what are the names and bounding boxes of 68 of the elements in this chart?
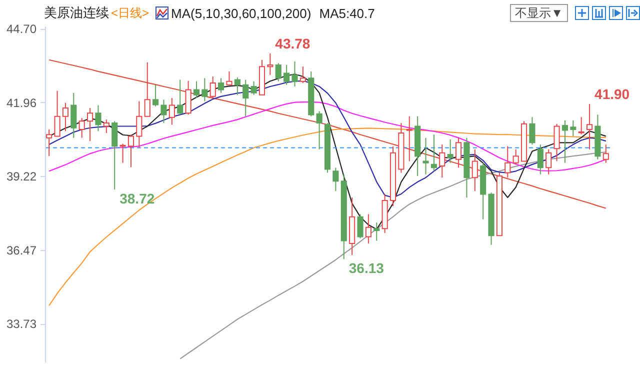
candlestick bbox=[546, 148, 552, 175]
candlestick bbox=[70, 92, 77, 138]
candlestick bbox=[292, 60, 298, 87]
y-tick-label: 41.96 bbox=[6, 96, 37, 110]
annotation: 41.90 bbox=[594, 86, 630, 102]
candlestick bbox=[234, 76, 240, 96]
annotation: 36.13 bbox=[348, 260, 384, 276]
y-tick-label: 33.73 bbox=[6, 317, 37, 332]
candlestick bbox=[300, 66, 306, 84]
candlestick bbox=[103, 119, 110, 134]
candlestick bbox=[160, 99, 167, 124]
candlestick bbox=[168, 98, 175, 126]
candlestick bbox=[54, 90, 60, 137]
candlestick bbox=[357, 214, 364, 239]
annotation: 38.72 bbox=[120, 190, 155, 206]
candlestick bbox=[144, 62, 150, 117]
candlestick bbox=[406, 116, 412, 162]
candlestick bbox=[267, 52, 274, 76]
candlestick bbox=[332, 167, 339, 192]
candlestick bbox=[177, 79, 184, 116]
candlestick bbox=[78, 117, 85, 138]
candlestick bbox=[185, 80, 192, 116]
candlestick bbox=[365, 214, 372, 244]
text: MA5:40.7 bbox=[319, 6, 375, 20]
candlestick bbox=[250, 80, 257, 96]
candlestick bbox=[62, 102, 69, 132]
candlestick bbox=[152, 84, 159, 107]
candlestick bbox=[136, 100, 142, 148]
text: 不显示▼ bbox=[510, 4, 568, 22]
candlestick bbox=[439, 144, 446, 178]
candlestick bbox=[316, 110, 322, 150]
candlestick bbox=[554, 123, 560, 162]
candlestick bbox=[284, 64, 290, 86]
chart-title: 美原油连续 bbox=[44, 4, 109, 22]
candlestick bbox=[586, 103, 593, 150]
candlestick bbox=[578, 116, 584, 135]
candlestick bbox=[226, 70, 232, 86]
candlestick bbox=[87, 107, 94, 142]
candlestick bbox=[218, 78, 224, 94]
candlestick bbox=[210, 76, 216, 99]
candlestick bbox=[529, 116, 536, 146]
candlestick bbox=[512, 148, 519, 165]
y-tick-label: 36.47 bbox=[6, 243, 37, 258]
candlestick bbox=[430, 134, 437, 172]
candlestick bbox=[193, 80, 200, 99]
candlestick bbox=[242, 79, 249, 117]
candlestick bbox=[447, 138, 454, 164]
candlestick bbox=[562, 120, 568, 164]
candlestick bbox=[95, 104, 102, 132]
candlestick bbox=[455, 137, 462, 168]
candlestick bbox=[422, 137, 429, 175]
candlestick bbox=[120, 143, 126, 164]
candlestick bbox=[570, 120, 576, 137]
candlestick bbox=[46, 128, 52, 157]
annotation: 43.78 bbox=[275, 35, 310, 52]
candlestick bbox=[472, 148, 478, 192]
chart-subtitle: <日线> bbox=[111, 4, 150, 22]
y-tick-label: 44.70 bbox=[6, 22, 37, 36]
candlestick bbox=[202, 78, 208, 102]
text: MA(5,10,30,60,100,200) bbox=[171, 6, 312, 20]
candlestick bbox=[112, 120, 118, 190]
candlestick bbox=[374, 222, 380, 242]
y-tick-label: 39.22 bbox=[6, 169, 37, 184]
candlestick bbox=[128, 134, 134, 168]
candlestick bbox=[602, 144, 609, 164]
candlestick bbox=[275, 62, 282, 82]
candlestick bbox=[504, 146, 511, 178]
candlestick bbox=[537, 144, 544, 175]
